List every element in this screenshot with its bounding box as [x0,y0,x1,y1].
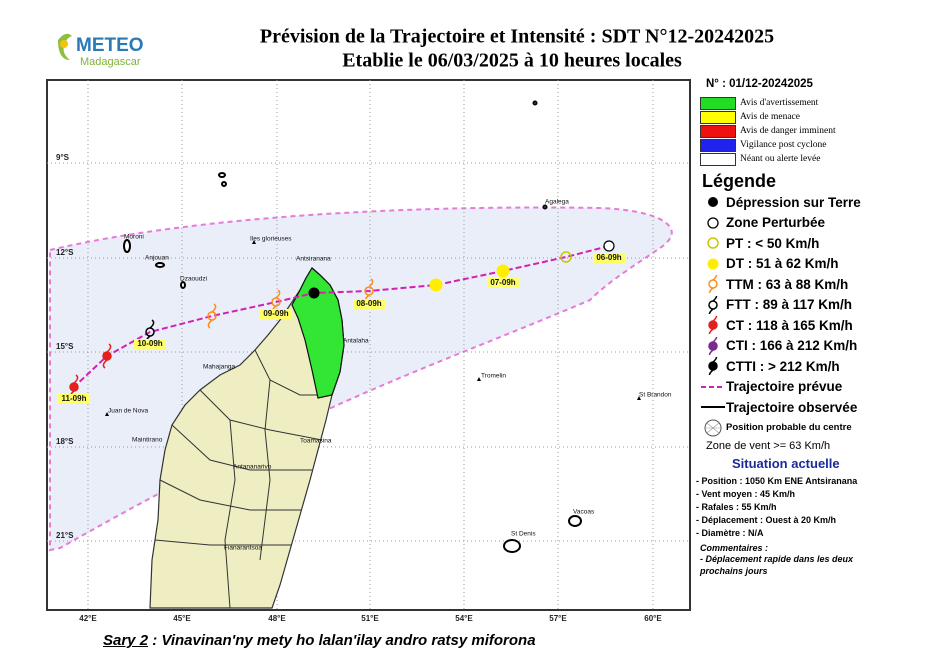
track-symbols [69,240,615,400]
legend-item: Zone Perturbée [700,213,940,234]
legend-label: Dépression sur Terre [726,194,861,210]
legend-panel: N° : 01/12-20242025 Avis d'avertissement… [696,76,940,577]
title: Prévision de la Trajectoire et Intensité… [260,26,774,48]
lat-label: 21°S [56,531,74,540]
place-label: Maintirano [132,437,163,444]
situation-item: - Vent moyen : 45 Km/h [696,489,796,499]
track-label: 07-09h [490,278,515,287]
lon-label: 54°E [455,614,473,623]
legend-item: CTTI : > 212 Km/h [700,356,940,377]
alert-label: Vigilance post cyclone [740,140,827,150]
legend-item: CTI : 166 à 212 Km/h [700,336,940,357]
legend-label: Trajectoire observée [726,399,858,415]
place-label: Antsiranana [296,256,331,263]
situation-item: - Rafales : 55 Km/h [696,502,777,512]
lat-label: 9°S [56,153,70,162]
legend-item: PT : < 50 Km/h [700,233,940,254]
legend-label: TTM : 63 à 88 Km/h [726,276,849,292]
legend-label: FTT : 89 à 117 Km/h [726,297,853,313]
logo-country: Madagascar [80,56,141,68]
alert-row: Vigilance post cyclone [700,138,940,152]
alert-label: Avis d'avertissement [740,98,819,108]
legend-label: PT : < 50 Km/h [726,235,820,251]
bulletin-number: N° : 01/12-20242025 [706,78,813,90]
place-label: Dzaoudzi [180,276,207,283]
legend-item: DT : 51 à 62 Km/h [700,254,940,275]
track-label: 10-09h [137,339,162,348]
place-label: Tromelin [481,373,506,380]
lon-label: 60°E [644,614,662,623]
track-label: 09-09h [263,309,288,318]
place-label: St Brandon [639,392,672,399]
lat-label: 18°S [56,437,74,446]
lat-label: 15°S [56,342,74,351]
place-label: Fianarantsoa [224,545,262,552]
place-label: Anjouan [145,255,169,262]
legend-item: Trajectoire prévue [700,377,940,398]
situation-item: - Diamètre : N/A [696,528,764,538]
place-label: Vacoas [573,509,595,516]
place-label: Toamasina [300,438,332,445]
legend-label: CT : 118 à 165 Km/h [726,317,853,333]
logo-name: METEO [76,35,144,56]
legend-item: Trajectoire observée [700,397,940,418]
place-label: Juan de Nova [108,408,148,415]
situation-item: - Position : 1050 Km ENE Antsiranana [696,476,858,486]
lon-label: 42°E [79,614,97,623]
legend-label: Position probable du centre [726,422,852,434]
situation-title: Situation actuelle [732,456,840,471]
legend-item: TTM : 63 à 88 Km/h [700,274,940,295]
legend-title: Légende [702,171,777,191]
alert-label: Néant ou alerte levée [740,154,821,164]
legend-item: FTT : 89 à 117 Km/h [700,295,940,316]
alert-row: Avis de danger imminent [700,124,940,138]
legend-label: DT : 51 à 62 Km/h [726,256,839,272]
map: Moroni Anjouan Dzaoudzi Iles glorieuses … [46,79,691,623]
place-label: Agalega [545,199,569,206]
alert-label: Avis de menace [740,112,800,122]
legend-item: CT : 118 à 165 Km/h [700,315,940,336]
alert-label: Avis de danger imminent [740,126,836,136]
comments-text: - Déplacement rapide dans les deux proch… [700,554,854,576]
lat-label: 12°S [56,248,74,257]
legend-label: CTI : 166 à 212 Km/h [726,338,858,354]
subtitle: Etablie le 06/03/2025 à 10 heures locale… [342,50,682,72]
legend-label: Trajectoire prévue [726,379,843,395]
regions [154,349,332,609]
legend-item: Position probable du centre [700,418,940,439]
legend-label: CTTI : > 212 Km/h [726,358,840,374]
situation-item: - Déplacement : Ouest à 20 Km/h [696,515,837,525]
track-label: 11-09h [62,394,87,403]
place-markers [105,240,641,416]
lon-label: 57°E [549,614,567,623]
place-label: Moroni [124,234,144,241]
logo: METEO Madagascar [58,33,144,68]
caption: Sary 2 : Vinavinan'ny mety ho lalan'ilay… [103,632,536,649]
place-label: Iles glorieuses [250,236,292,243]
lon-label: 48°E [268,614,286,623]
place-label: Antananarivo [233,464,272,471]
place-label: Mahajanga [203,364,236,371]
legend-label: Zone Perturbée [726,215,826,231]
track-labels: 06-09h 07-09h 08-09h 09-09h 10-09h 11-09… [58,253,625,404]
caption-label: Sary 2 [103,632,149,649]
alert-row: Avis de menace [700,110,940,124]
alert-row: Avis d'avertissement [700,96,940,110]
place-label: St Denis [511,531,536,538]
comments-title: Commentaires : [700,543,769,553]
lon-label: 51°E [361,614,379,623]
caption-text: : Vinavinan'ny mety ho lalan'ilay andro … [152,632,536,649]
alert-row: Néant ou alerte levée [700,152,940,166]
legend-item: Dépression sur Terre [700,192,940,213]
islands [123,100,582,553]
track-label: 06-09h [596,253,621,262]
place-label: Antalaha [343,338,369,345]
lon-label: 45°E [173,614,191,623]
track-label: 08-09h [356,299,381,308]
wind-zone-label: Zone de vent >= 63 Km/h [706,440,831,452]
